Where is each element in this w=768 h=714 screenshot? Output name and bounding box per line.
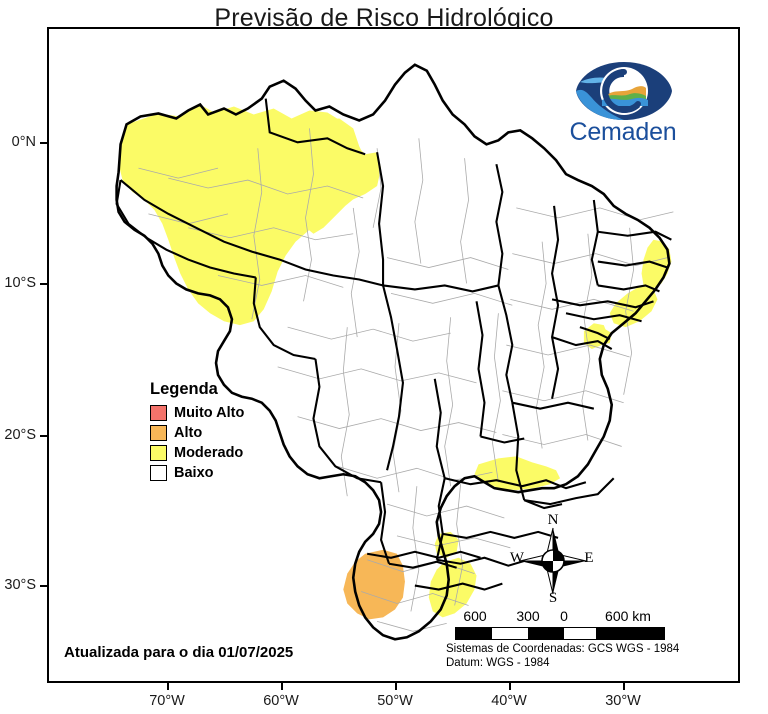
compass-label-east: E xyxy=(584,550,594,566)
brazil-map-svg[interactable]: .muni { fill:none; stroke:#aaaaaa; strok… xyxy=(49,29,738,681)
compass-label-north: N xyxy=(547,512,559,528)
y-axis-label-1: 10°S xyxy=(4,275,36,291)
x-axis-label-4: 30°W xyxy=(605,693,641,709)
legend-item-alto[interactable]: Alto xyxy=(150,423,244,442)
legend: Legenda Muito Alto Alto Moderado Baixo xyxy=(150,380,244,483)
scale-bar-labels: 600 300 0 600 km xyxy=(455,608,665,627)
legend-swatch-muito-alto xyxy=(150,404,167,421)
scale-label-0: 0 xyxy=(560,608,568,624)
crs-datum: Datum: WGS - 1984 xyxy=(446,656,550,669)
legend-swatch-baixo xyxy=(150,464,167,481)
crs-note: Sistemas de Coordenadas: GCS WGS - 1984 … xyxy=(446,643,679,670)
legend-swatch-alto xyxy=(150,424,167,441)
legend-swatch-moderado xyxy=(150,444,167,461)
legend-label-alto: Alto xyxy=(174,424,203,441)
scale-label-600km: 600 km xyxy=(605,608,651,624)
legend-label-moderado: Moderado xyxy=(174,444,244,461)
y-axis-label-0: 0°N xyxy=(11,134,36,150)
scale-label-300: 300 xyxy=(516,608,540,624)
map-frame[interactable]: .muni { fill:none; stroke:#aaaaaa; strok… xyxy=(47,27,740,683)
y-tick-1 xyxy=(40,283,47,285)
legend-item-muito-alto[interactable]: Muito Alto xyxy=(150,403,244,422)
legend-label-muito-alto: Muito Alto xyxy=(174,404,245,421)
x-tick-4 xyxy=(623,683,625,690)
x-tick-3 xyxy=(509,683,511,690)
y-tick-2 xyxy=(40,435,47,437)
y-axis-label-3: 30°S xyxy=(4,577,36,593)
y-tick-0 xyxy=(40,142,47,144)
scale-bar: 600 300 0 600 km xyxy=(455,608,665,640)
scale-seg-5 xyxy=(596,628,664,639)
scale-seg-2 xyxy=(492,628,528,639)
x-tick-2 xyxy=(395,683,397,690)
compass-rose: N S W E xyxy=(508,512,598,610)
compass-star-icon xyxy=(519,527,587,595)
country-outline xyxy=(115,63,671,641)
scale-seg-1 xyxy=(456,628,492,639)
legend-item-baixo[interactable]: Baixo xyxy=(150,463,244,482)
x-axis-label-0: 70°W xyxy=(149,693,185,709)
region-rs-west-alto xyxy=(343,549,405,620)
cemaden-logo: Cemaden xyxy=(556,60,690,150)
legend-label-baixo: Baixo xyxy=(174,464,214,481)
x-axis-label-3: 40°W xyxy=(491,693,527,709)
scale-label-600-left: 600 xyxy=(463,608,487,624)
region-para-moderado xyxy=(299,118,368,234)
x-axis-label-1: 60°W xyxy=(263,693,299,709)
y-tick-3 xyxy=(40,585,47,587)
legend-title: Legenda xyxy=(150,380,218,398)
scale-seg-3 xyxy=(528,628,564,639)
compass-label-south: S xyxy=(548,590,558,606)
y-axis-label-2: 20°S xyxy=(4,427,36,443)
scale-bar-segments xyxy=(455,627,665,640)
update-date-note: Atualizada para o dia 01/07/2025 xyxy=(64,644,294,661)
crs-coordinate-system: Sistemas de Coordenadas: GCS WGS - 1984 xyxy=(446,643,680,655)
scale-seg-4 xyxy=(564,628,596,639)
x-tick-1 xyxy=(281,683,283,690)
compass-label-west: W xyxy=(509,550,525,566)
state-boundaries-layer xyxy=(115,98,672,591)
cemaden-logo-text: Cemaden xyxy=(569,118,677,146)
region-rs-east-moderado xyxy=(428,557,477,618)
x-axis-label-2: 50°W xyxy=(377,693,413,709)
cemaden-eye-icon xyxy=(576,62,672,120)
x-tick-0 xyxy=(167,683,169,690)
legend-item-moderado[interactable]: Moderado xyxy=(150,443,244,462)
